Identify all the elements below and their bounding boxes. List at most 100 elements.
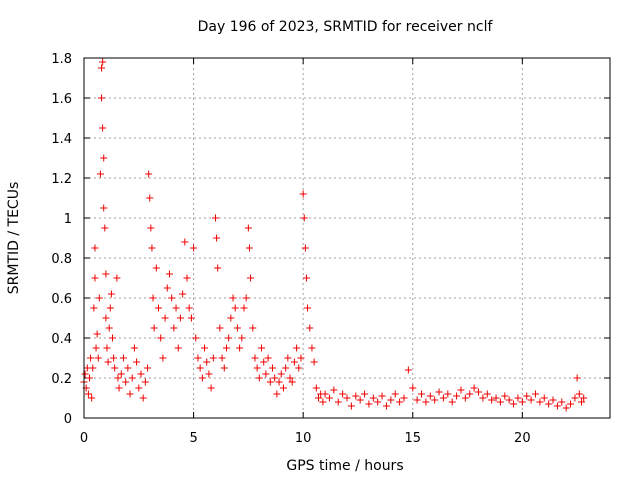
data-point	[306, 324, 314, 332]
y-tick-label: 1.6	[51, 92, 72, 107]
data-point	[231, 304, 239, 312]
data-point	[238, 334, 246, 342]
data-point	[258, 344, 266, 352]
data-point	[103, 344, 111, 352]
data-point	[549, 396, 557, 404]
data-point	[260, 358, 268, 366]
data-point	[266, 378, 274, 386]
data-point	[268, 364, 276, 372]
data-point	[201, 344, 209, 352]
data-point	[435, 388, 443, 396]
data-point	[101, 224, 109, 232]
data-point	[352, 392, 360, 400]
data-point	[578, 398, 586, 406]
data-point	[216, 324, 224, 332]
data-point	[301, 244, 309, 252]
data-point	[149, 294, 157, 302]
data-point	[343, 394, 351, 402]
data-point	[273, 390, 281, 398]
data-point	[247, 274, 255, 282]
data-point	[110, 354, 118, 362]
data-point	[113, 274, 121, 282]
data-point	[220, 364, 228, 372]
data-point	[531, 390, 539, 398]
data-point	[501, 392, 509, 400]
data-point	[174, 344, 182, 352]
data-point	[400, 394, 408, 402]
data-point	[93, 330, 101, 338]
data-point	[152, 264, 160, 272]
y-tick-label: 0.2	[51, 372, 72, 387]
data-point	[488, 396, 496, 404]
data-point	[347, 402, 355, 410]
data-point	[562, 404, 570, 412]
data-point	[310, 358, 318, 366]
data-point	[339, 390, 347, 398]
data-point	[133, 358, 141, 366]
data-point	[84, 390, 92, 398]
data-point	[135, 384, 143, 392]
data-point	[295, 364, 303, 372]
x-tick-label: 20	[514, 431, 531, 446]
data-point	[144, 364, 152, 372]
data-point	[146, 194, 154, 202]
data-point	[470, 384, 478, 392]
data-point	[122, 378, 130, 386]
data-point	[244, 224, 252, 232]
data-point	[262, 370, 270, 378]
y-tick-label: 0.6	[51, 292, 72, 307]
data-point	[192, 334, 200, 342]
data-point	[282, 364, 290, 372]
data-point	[457, 386, 465, 394]
data-point	[212, 214, 219, 222]
y-axis-label: SRMTID / TECUs	[6, 182, 22, 295]
data-point	[107, 290, 115, 298]
data-point	[98, 94, 106, 102]
data-point	[422, 398, 430, 406]
y-axis: 0 0.2 0.4 0.6 0.8 1 1.2 1.4 1.6 1.8	[51, 52, 610, 427]
data-point	[155, 304, 163, 312]
data-point	[157, 334, 165, 342]
x-axis-label: GPS time / hours	[286, 458, 403, 474]
data-point	[185, 304, 193, 312]
data-point	[245, 244, 253, 252]
data-point	[426, 392, 434, 400]
data-point	[409, 384, 417, 392]
data-point	[369, 394, 377, 402]
data-point	[91, 274, 99, 282]
data-point	[391, 390, 399, 398]
x-tick-label: 15	[404, 431, 421, 446]
data-point	[168, 294, 176, 302]
data-point	[299, 190, 307, 198]
y-tick-label: 1.8	[51, 52, 72, 67]
data-point	[124, 364, 132, 372]
data-point	[444, 390, 452, 398]
data-point	[126, 390, 134, 398]
data-point	[396, 398, 404, 406]
data-point	[325, 394, 333, 402]
data-point	[404, 366, 412, 374]
data-point	[580, 394, 588, 402]
data-point	[98, 64, 106, 72]
data-point	[137, 370, 145, 378]
data-point	[527, 396, 535, 404]
data-point	[567, 400, 575, 408]
data-point	[308, 344, 316, 352]
y-tick-label: 1.4	[51, 132, 72, 147]
data-point	[523, 392, 531, 400]
data-point	[279, 384, 287, 392]
data-point	[100, 204, 108, 212]
data-point	[575, 390, 583, 398]
data-point	[290, 358, 298, 366]
data-point	[439, 394, 447, 402]
data-point	[205, 370, 213, 378]
data-point	[545, 400, 553, 408]
data-point	[413, 396, 421, 404]
data-point	[115, 384, 123, 392]
data-point	[94, 354, 102, 362]
data-point	[117, 370, 125, 378]
data-point	[91, 244, 99, 252]
data-point	[302, 274, 310, 282]
data-point	[271, 374, 279, 382]
data-point	[92, 344, 100, 352]
